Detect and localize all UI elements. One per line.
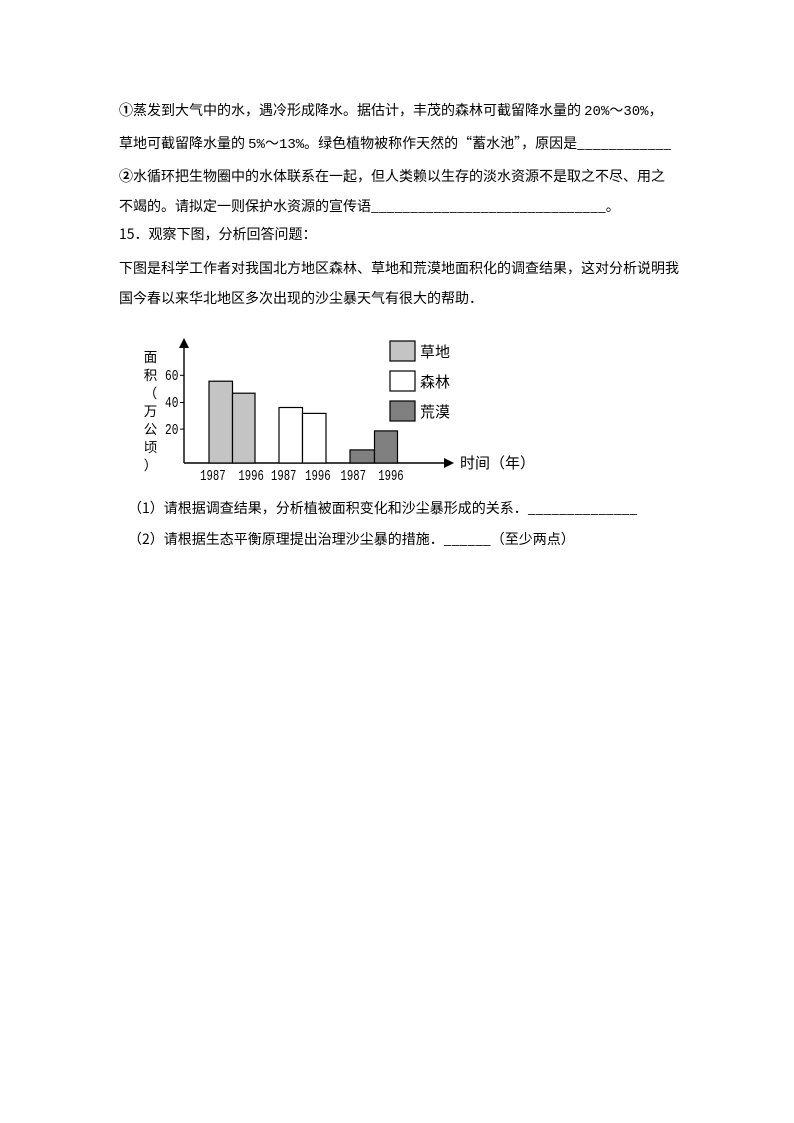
- svg-text:1987: 1987: [200, 469, 226, 485]
- svg-text:（: （: [144, 382, 158, 402]
- svg-text:森林: 森林: [420, 371, 450, 392]
- svg-text:1987: 1987: [271, 469, 297, 485]
- svg-text:时间（年）: 时间（年）: [460, 452, 535, 473]
- svg-text:60: 60: [165, 368, 178, 385]
- svg-text:1987: 1987: [341, 469, 367, 485]
- svg-text:积: 积: [144, 364, 158, 384]
- svg-text:40: 40: [165, 395, 178, 412]
- svg-text:草地: 草地: [420, 341, 450, 362]
- svg-text:1996: 1996: [378, 469, 404, 485]
- svg-text:公: 公: [144, 418, 158, 438]
- svg-text:面: 面: [144, 346, 158, 366]
- svg-text:）: ）: [144, 454, 158, 474]
- svg-text:荒漠: 荒漠: [420, 401, 450, 422]
- svg-text:万: 万: [144, 400, 158, 420]
- svg-text:1996: 1996: [305, 469, 331, 485]
- svg-text:1996: 1996: [238, 469, 264, 485]
- svg-text:顷: 顷: [144, 436, 158, 456]
- svg-text:20: 20: [165, 422, 178, 439]
